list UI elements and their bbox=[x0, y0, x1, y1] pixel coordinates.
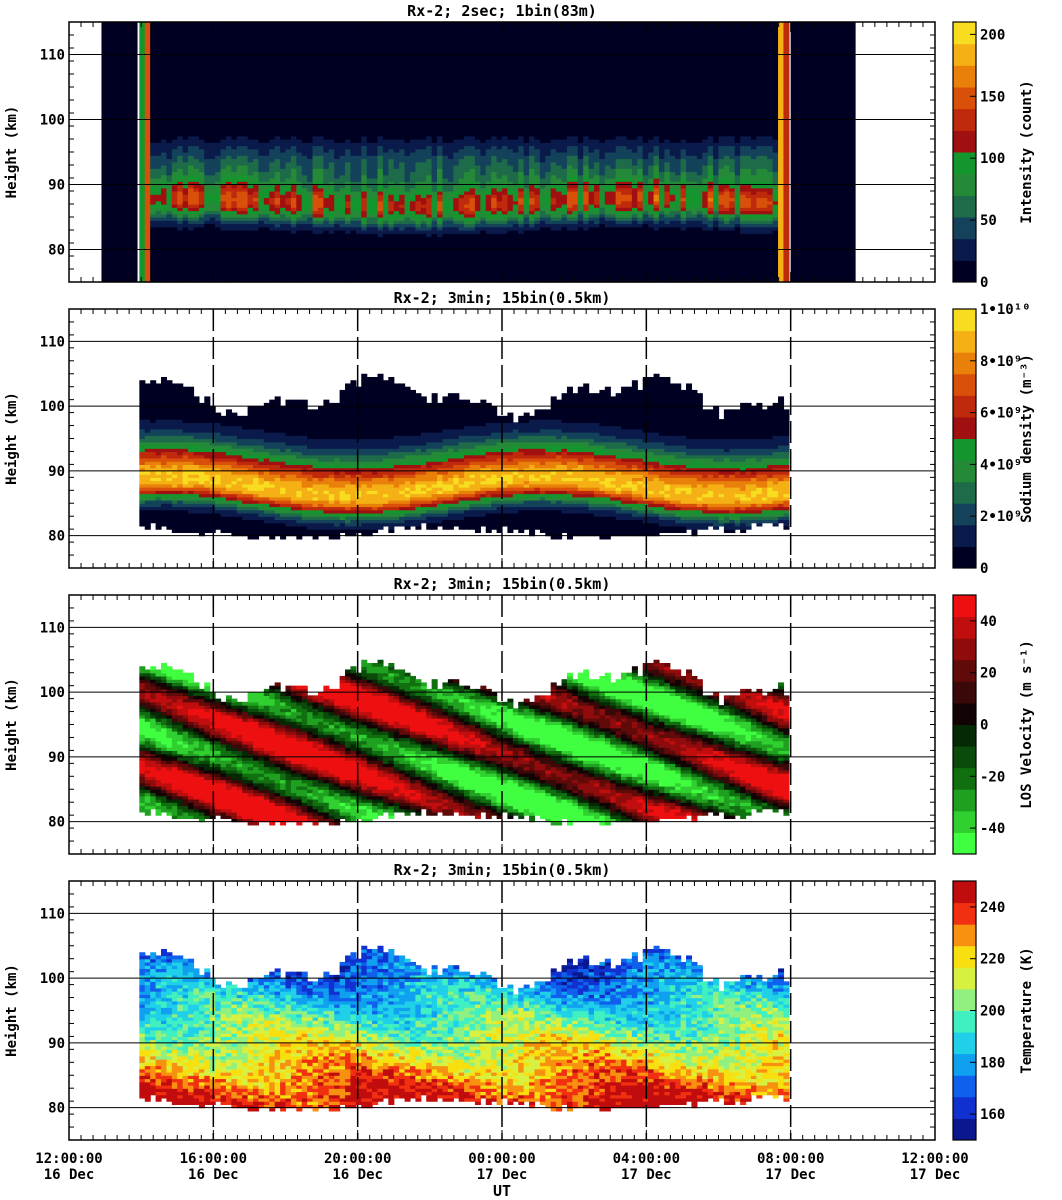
figure: Rx-2; 2sec; 1bin(83m)8090100110Height (k… bbox=[0, 0, 1062, 1200]
heatmap bbox=[101, 22, 855, 283]
panel-title: Rx-2; 2sec; 1bin(83m) bbox=[407, 2, 597, 20]
